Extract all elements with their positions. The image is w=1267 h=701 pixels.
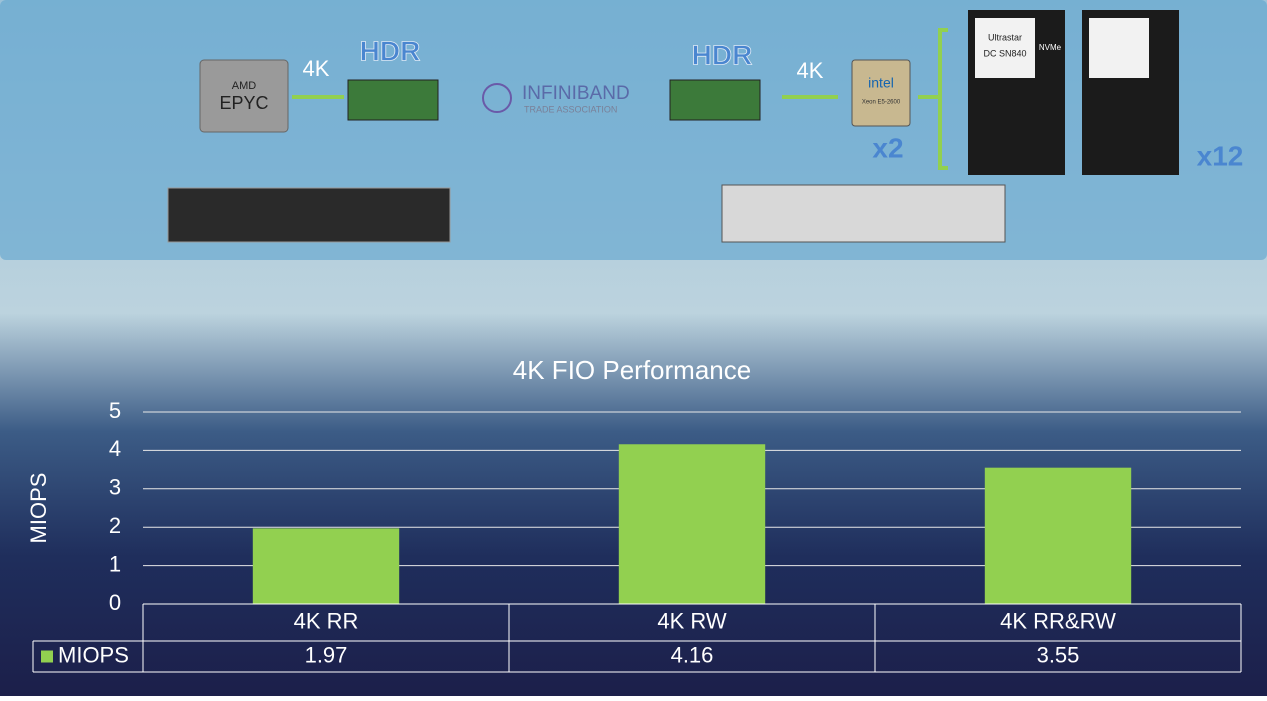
x-tick-label: 4K RR&RW <box>1000 608 1116 633</box>
y-tick-label: 3 <box>109 475 121 500</box>
ssd-iface: NVMe <box>1039 43 1062 52</box>
x-tick-label: 4K RW <box>657 608 727 633</box>
y-tick-label: 1 <box>109 551 121 576</box>
intel-brand: intel <box>868 75 894 91</box>
table-value: 4.16 <box>671 642 714 667</box>
chart: 4K FIO Performance MIOPS 0 1 2 3 4 5 1.97 4.16 3… <box>26 355 1242 673</box>
bar <box>618 444 766 604</box>
card-label: HDR <box>360 35 421 66</box>
ssd-model: DC SN840 <box>983 48 1026 58</box>
bar <box>252 528 400 604</box>
ib-logo <box>482 83 512 113</box>
intel-chip <box>851 59 911 127</box>
link-label: 4K <box>797 58 824 83</box>
chart-title: 4K FIO Performance <box>513 355 751 385</box>
bracket <box>918 28 948 170</box>
ssd-label <box>975 18 1035 78</box>
diagram: AMD EPYC 4K HDR INFINIBAND TRADE ASSOCIA… <box>167 10 1244 243</box>
intel-chip-label: Xeon E5-2600 <box>862 100 901 106</box>
x-tick-label: 4K RR <box>294 608 359 633</box>
y-axis-label: MIOPS <box>26 473 51 544</box>
bar <box>984 467 1132 604</box>
legend-swatch <box>41 650 53 663</box>
amd-brand: AMD <box>232 80 257 92</box>
storage-server <box>721 184 1006 243</box>
amd-chip <box>199 59 289 133</box>
network-card <box>669 79 761 121</box>
network-card <box>347 79 439 121</box>
ib-sub: TRADE ASSOCIATION <box>524 104 617 114</box>
y-tick-label: 4 <box>109 436 121 461</box>
table-value: 3.55 <box>1037 642 1080 667</box>
card-label: HDR <box>692 39 753 70</box>
table-value: 1.97 <box>305 642 348 667</box>
y-tick-label: 5 <box>109 398 121 423</box>
y-tick-label: 0 <box>109 590 121 615</box>
server <box>167 187 451 243</box>
ssd-brand: Ultrastar <box>988 32 1022 42</box>
y-tick-label: 2 <box>109 513 121 538</box>
cpu-count: x2 <box>872 132 903 163</box>
amd-chip-label: EPYC <box>219 93 268 113</box>
ib-name: INFINIBAND <box>522 83 630 104</box>
legend-label: MIOPS <box>58 642 129 667</box>
ssd-count: x12 <box>1197 140 1244 171</box>
ssd-label <box>1089 18 1149 78</box>
link-label: 4K <box>303 56 330 81</box>
